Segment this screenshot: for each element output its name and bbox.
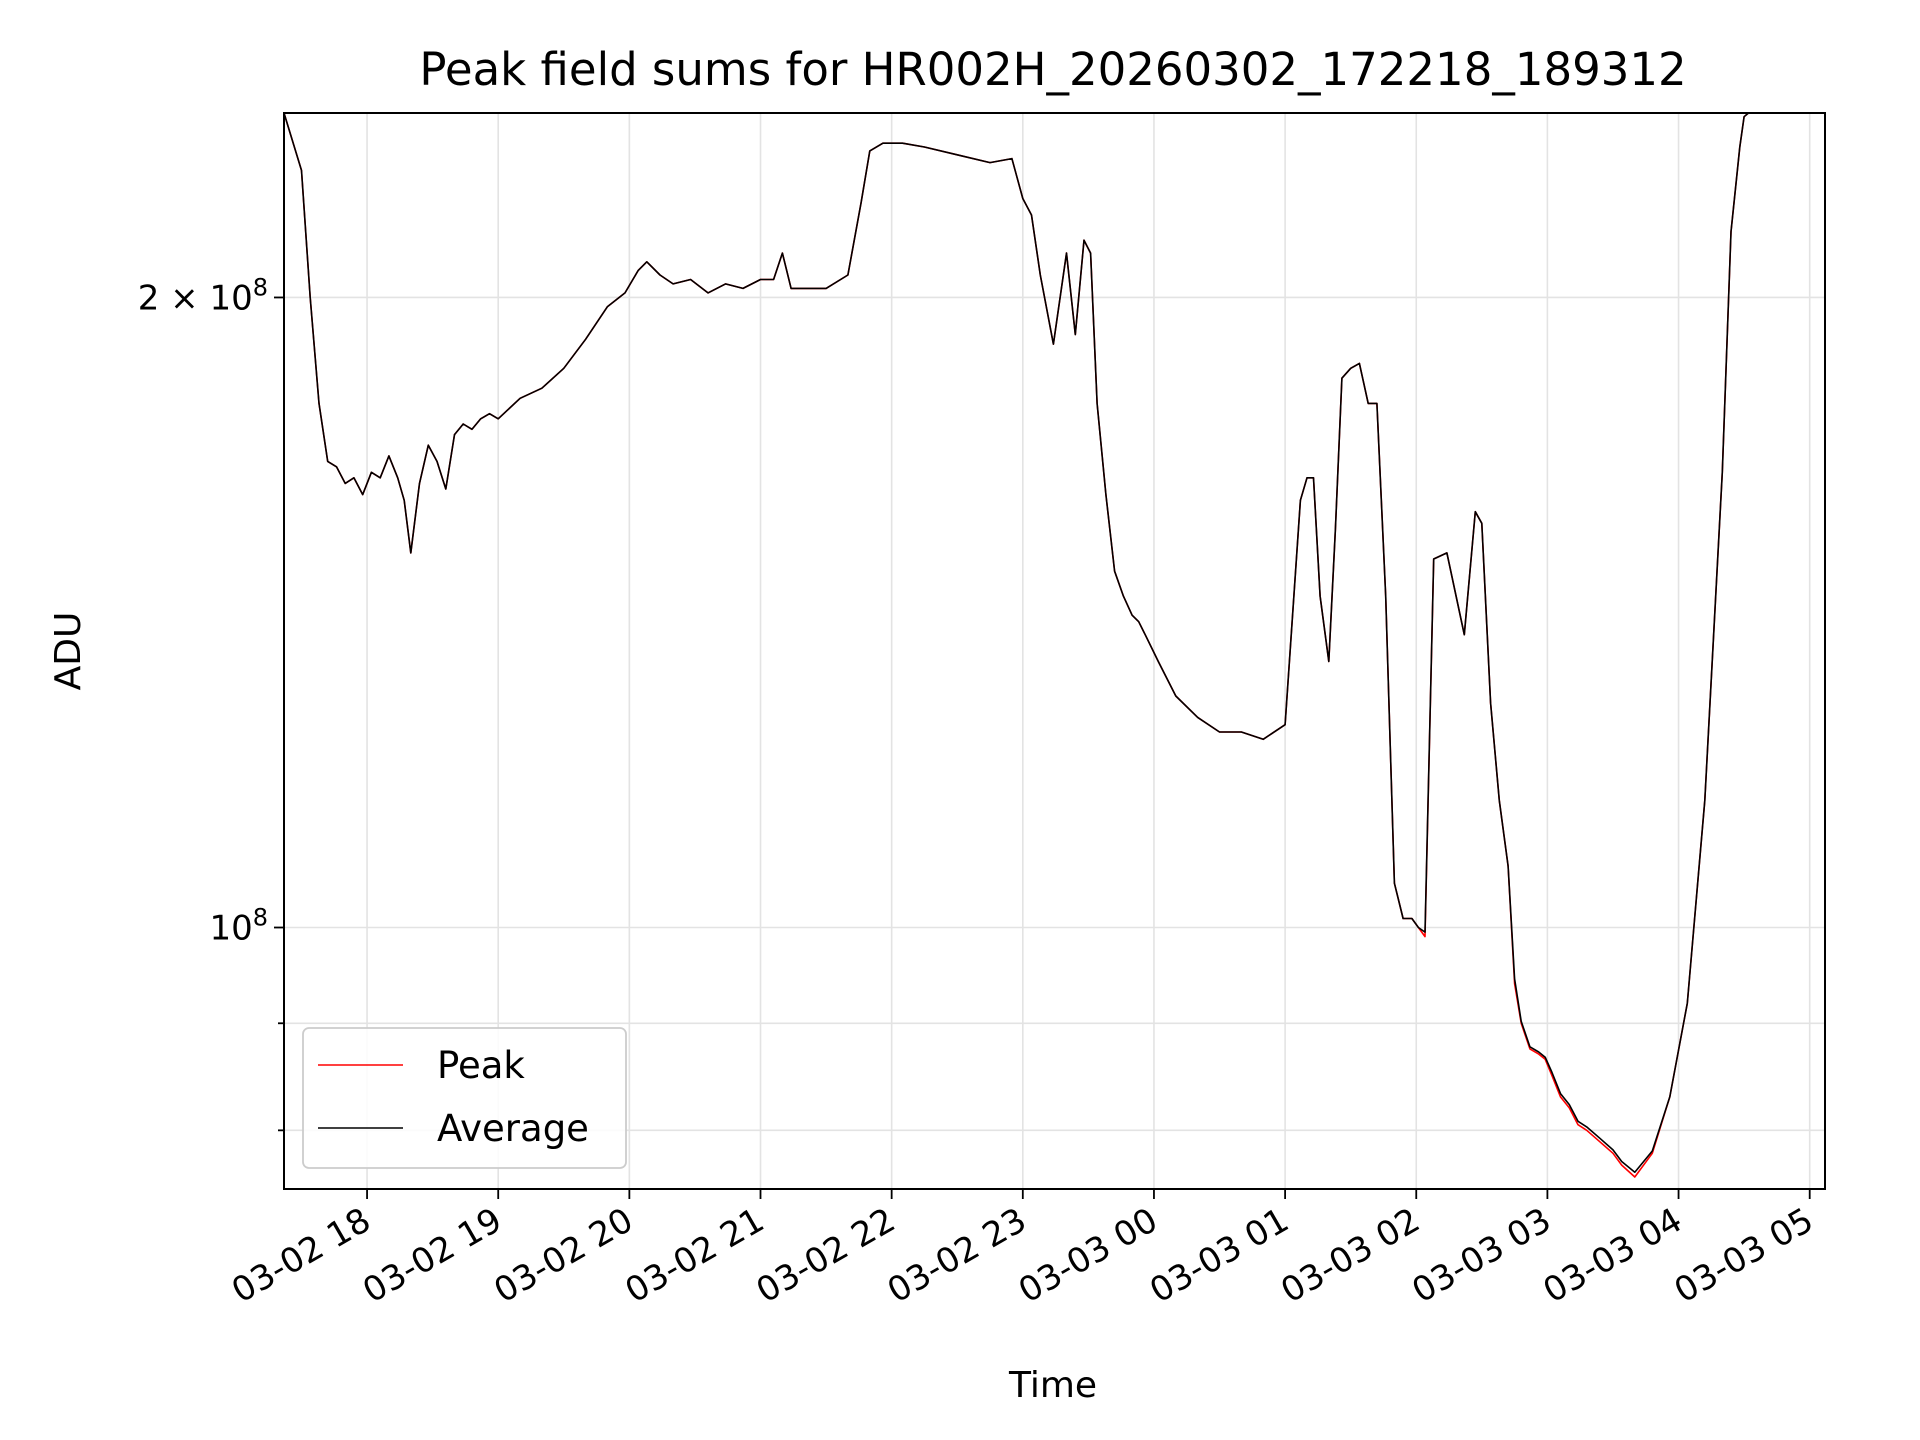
x-tick-label: 03-02 22	[750, 1200, 902, 1311]
series-line-average	[284, 113, 1825, 1173]
legend-label-peak: Peak	[437, 1044, 525, 1087]
x-tick-label: 03-02 21	[619, 1200, 771, 1311]
x-tick-label: 03-03 05	[1668, 1200, 1820, 1311]
legend-label-average: Average	[437, 1107, 589, 1150]
legend: Peak Average	[302, 1027, 627, 1169]
x-tick-label: 03-02 23	[881, 1200, 1033, 1311]
x-tick-label: 03-03 03	[1406, 1200, 1558, 1311]
legend-box	[302, 1027, 627, 1169]
x-tick-label: 03-03 00	[1012, 1200, 1164, 1311]
y-axis-label: ADU	[48, 612, 89, 691]
y-tick-label: 108	[209, 904, 268, 949]
x-tick-label: 03-02 20	[487, 1200, 639, 1311]
chart-title: Peak field sums for HR002H_20260302_1722…	[419, 43, 1686, 96]
x-axis-label: Time	[1008, 1365, 1097, 1406]
grid	[284, 113, 1825, 1189]
x-tick-label: 03-02 18	[225, 1200, 377, 1311]
y-axis: 2 × 108 108	[138, 273, 284, 1132]
x-tick-label: 03-03 04	[1537, 1200, 1689, 1311]
x-tick-label: 03-02 19	[356, 1200, 508, 1311]
plot-frame	[283, 112, 1826, 1190]
series-line-peak	[284, 113, 1825, 1178]
y-tick-label: 2 × 108	[138, 273, 268, 318]
plot-lines	[284, 113, 1825, 1178]
x-tick-label: 03-03 02	[1274, 1200, 1426, 1311]
x-tick-label: 03-03 01	[1143, 1200, 1295, 1311]
